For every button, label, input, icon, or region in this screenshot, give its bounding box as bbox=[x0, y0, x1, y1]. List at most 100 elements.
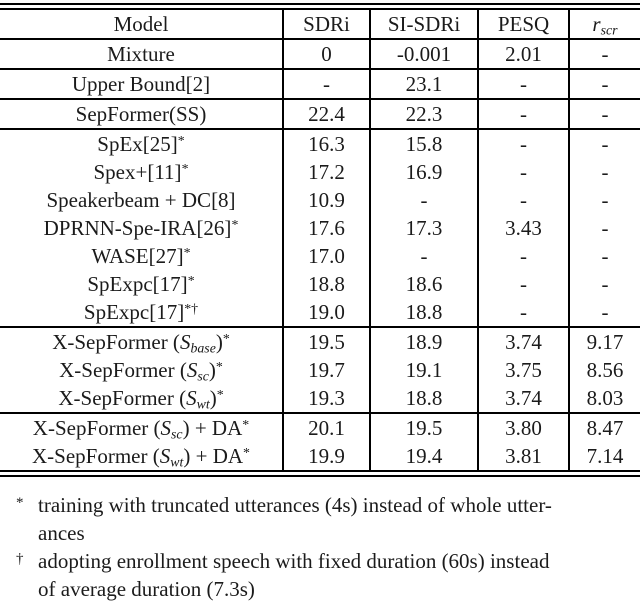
model-cell: X-SepFormer (Ssc) + DA* bbox=[32, 415, 250, 441]
value-cell: 19.9 bbox=[282, 442, 370, 474]
value-cell: - bbox=[282, 69, 370, 100]
value-cell: 19.1 bbox=[369, 356, 478, 384]
table-body: Mixture 0 -0.001 2.01- Upper Bound[2] -23.1- -… bbox=[0, 39, 640, 474]
table-row: WASE[27]* 17.0- - - bbox=[0, 242, 640, 270]
value-cell: - bbox=[477, 158, 569, 186]
model-cell: Spex+[11]* bbox=[93, 159, 189, 184]
value-cell: 20.1 bbox=[282, 413, 370, 442]
footnote-text: training with truncated utterances (4s) … bbox=[38, 493, 552, 545]
value-cell: 18.8 bbox=[369, 384, 478, 414]
value-cell: - bbox=[568, 99, 640, 130]
table-row: X-SepFormer (Ssc) + DA* 20.1 19.5 3.80 8.47 bbox=[0, 413, 640, 442]
value-cell: - bbox=[477, 186, 569, 214]
value-cell: 0 bbox=[282, 39, 370, 70]
value-cell: 2.01 bbox=[477, 39, 569, 70]
col-header-model: Model bbox=[0, 6, 283, 40]
value-cell: 10.9 bbox=[282, 186, 370, 214]
table-row: X-SepFormer (Swt)* 19.3 18.8 3.74 8.03 bbox=[0, 384, 640, 414]
model-cell: SpExpc[17]*† bbox=[0, 298, 283, 328]
value-cell: 18.8 bbox=[369, 298, 478, 328]
table-row: SpExpc[17]* 18.8 18.6- - bbox=[0, 270, 640, 298]
value-cell: 19.5 bbox=[369, 413, 478, 442]
value-cell: 15.8 bbox=[369, 129, 478, 158]
value-cell: -0.001 bbox=[369, 39, 478, 70]
value-cell: - bbox=[568, 270, 640, 298]
col-header-si-sdri: SI-SDRi bbox=[369, 6, 478, 40]
value-cell: 18.9 bbox=[369, 327, 478, 356]
value-cell: - bbox=[568, 242, 640, 270]
value-cell: 16.3 bbox=[282, 129, 370, 158]
footnotes: * training with truncated utterances (4s)… bbox=[0, 491, 640, 603]
value-cell: 19.7 bbox=[282, 356, 370, 384]
model-cell: Speakerbeam + DC[8] bbox=[46, 187, 236, 212]
footnote-marker: † bbox=[16, 551, 24, 567]
value-cell: 18.8 bbox=[282, 270, 370, 298]
value-cell: - bbox=[477, 270, 569, 298]
footnote: † adopting enrollment speech with fixed d… bbox=[16, 547, 640, 603]
model-cell: WASE[27]* bbox=[91, 243, 191, 268]
value-cell: 3.74 bbox=[477, 327, 569, 356]
value-cell: 19.4 bbox=[369, 442, 478, 474]
model-cell: X-SepFormer (Ssc)* bbox=[59, 357, 223, 383]
table-row: DPRNN-Spe-IRA[26]* 17.6 17.3 3.43- bbox=[0, 214, 640, 242]
model-cell: DPRNN-Spe-IRA[26]* bbox=[43, 215, 239, 240]
model-cell: X-SepFormer (Sbase)* bbox=[52, 329, 230, 355]
value-cell: - bbox=[369, 186, 478, 214]
value-cell: - bbox=[568, 69, 640, 100]
value-cell: 3.75 bbox=[477, 356, 569, 384]
value-cell: 17.3 bbox=[369, 214, 478, 242]
value-cell: 8.56 bbox=[568, 356, 640, 384]
value-cell: 22.3 bbox=[369, 99, 478, 130]
footnote-marker: * bbox=[16, 495, 24, 511]
table-row: SepFormer(SS) 22.4 22.3- - bbox=[0, 99, 640, 130]
value-cell: - bbox=[369, 242, 478, 270]
value-cell: 22.4 bbox=[282, 99, 370, 130]
model-cell: X-SepFormer (Swt)* bbox=[0, 384, 283, 414]
footnote-text: adopting enrollment speech with fixed du… bbox=[38, 549, 550, 601]
value-cell: - bbox=[477, 298, 569, 328]
value-cell: 19.0 bbox=[282, 298, 370, 328]
value-cell: 3.80 bbox=[477, 413, 569, 442]
value-cell: - bbox=[568, 186, 640, 214]
value-cell: - bbox=[568, 39, 640, 70]
value-cell: - bbox=[477, 129, 569, 158]
value-cell: 17.2 bbox=[282, 158, 370, 186]
footnote: * training with truncated utterances (4s)… bbox=[16, 491, 640, 547]
value-cell: 3.43 bbox=[477, 214, 569, 242]
value-cell: - bbox=[568, 214, 640, 242]
table-row: X-SepFormer (Sbase)* 19.5 18.9 3.74 9.17 bbox=[0, 327, 640, 356]
value-cell: 8.03 bbox=[568, 384, 640, 414]
table-row: Upper Bound[2] -23.1- - bbox=[0, 69, 640, 100]
results-table: Model SDRi SI-SDRi PESQ rscr Mixture 0 -0.… bbox=[0, 3, 640, 477]
value-cell: 19.3 bbox=[282, 384, 370, 414]
value-cell: 8.47 bbox=[568, 413, 640, 442]
value-cell: - bbox=[568, 158, 640, 186]
value-cell: 23.1 bbox=[369, 69, 478, 100]
value-cell: 3.74 bbox=[477, 384, 569, 414]
table-row: SpExpc[17]*† 19.0 18.8- - bbox=[0, 298, 640, 328]
value-cell: 17.6 bbox=[282, 214, 370, 242]
model-cell: SepFormer(SS) bbox=[0, 99, 283, 130]
table-row: Mixture 0 -0.001 2.01- bbox=[0, 39, 640, 70]
table-row: X-SepFormer (Ssc)* 19.7 19.1 3.75 8.56 bbox=[0, 356, 640, 384]
value-cell: - bbox=[568, 298, 640, 328]
table-row: Spex+[11]* 17.2 16.9- - bbox=[0, 158, 640, 186]
model-cell: SpEx[25]* bbox=[97, 131, 185, 156]
model-cell: SpExpc[17]* bbox=[87, 271, 195, 296]
table-row: X-SepFormer (Swt) + DA* 19.9 19.4 3.81 7.14 bbox=[0, 442, 640, 474]
model-cell: Mixture bbox=[0, 39, 283, 70]
value-cell: - bbox=[477, 69, 569, 100]
value-cell: 17.0 bbox=[282, 242, 370, 270]
value-cell: - bbox=[477, 99, 569, 130]
col-header-pesq: PESQ bbox=[477, 6, 569, 40]
value-cell: 9.17 bbox=[568, 327, 640, 356]
model-cell: Upper Bound[2] bbox=[0, 69, 283, 100]
value-cell: 19.5 bbox=[282, 327, 370, 356]
value-cell: 18.6 bbox=[369, 270, 478, 298]
value-cell: 7.14 bbox=[568, 442, 640, 474]
table-row: SpEx[25]* 16.3 15.8- - bbox=[0, 129, 640, 158]
value-cell: - bbox=[477, 242, 569, 270]
col-header-sdri: SDRi bbox=[282, 6, 370, 40]
table-row: Speakerbeam + DC[8] 10.9- - - bbox=[0, 186, 640, 214]
